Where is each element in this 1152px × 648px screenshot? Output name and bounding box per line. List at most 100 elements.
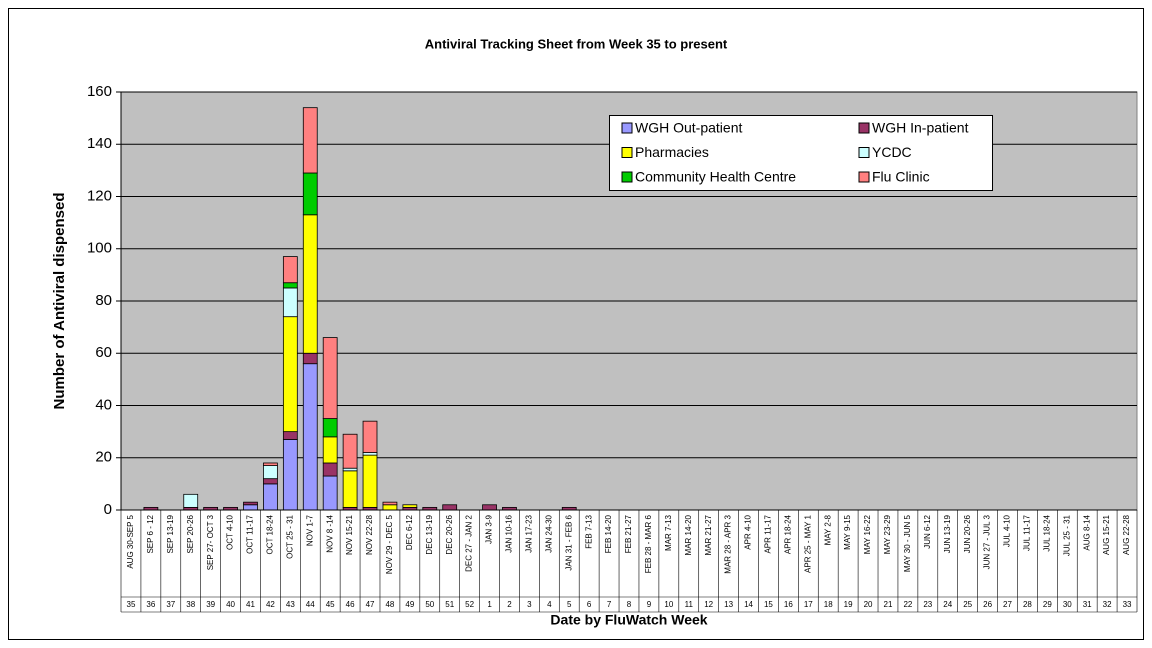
legend-label: Pharmacies bbox=[635, 144, 709, 160]
bar-segment bbox=[342, 470, 358, 508]
x-tick-label: NOV 22-28 bbox=[365, 514, 374, 555]
x-tick-label: MAR 21-27 bbox=[704, 514, 713, 555]
week-label: 9 bbox=[647, 600, 652, 609]
x-tick-label: JUN 6-12 bbox=[923, 514, 932, 548]
week-label: 23 bbox=[923, 600, 932, 609]
week-label: 4 bbox=[547, 600, 552, 609]
y-tick-label: 140 bbox=[87, 135, 112, 152]
x-tick-label: JUL 11-17 bbox=[1023, 514, 1032, 551]
x-tick-label: JUL 4-10 bbox=[1003, 514, 1012, 547]
x-tick-label: OCT 18-24 bbox=[266, 514, 275, 554]
week-label: 33 bbox=[1123, 600, 1132, 609]
bar-segment bbox=[282, 287, 298, 318]
bar-segment bbox=[282, 282, 298, 289]
chart-title: Antiviral Tracking Sheet from Week 35 to… bbox=[425, 36, 728, 51]
x-tick-label: JUL 25 - 31 bbox=[1062, 514, 1071, 556]
bar-segment bbox=[362, 420, 378, 453]
bar-segment bbox=[382, 504, 398, 511]
x-tick-label: DEC 6-12 bbox=[405, 514, 414, 550]
week-label: 30 bbox=[1063, 600, 1072, 609]
legend-swatch bbox=[621, 147, 633, 158]
x-tick-label: MAY 16-22 bbox=[863, 514, 872, 554]
week-label: 26 bbox=[983, 600, 992, 609]
y-tick-label: 120 bbox=[87, 187, 112, 204]
x-tick-label: SEP 13-19 bbox=[166, 514, 175, 553]
x-tick-label: SEP 20-26 bbox=[186, 514, 195, 553]
x-tick-label: NOV 15-21 bbox=[345, 514, 354, 555]
x-tick-label: OCT 11-17 bbox=[246, 514, 255, 553]
week-label: 19 bbox=[844, 600, 853, 609]
legend-swatch bbox=[858, 147, 870, 158]
week-label: 25 bbox=[963, 600, 972, 609]
week-label: 5 bbox=[567, 600, 572, 609]
x-tick-label: MAY 23-29 bbox=[883, 514, 892, 554]
week-label: 7 bbox=[607, 600, 612, 609]
x-tick-label: NOV 29 - DEC 5 bbox=[385, 514, 394, 574]
bar-segment bbox=[382, 501, 398, 506]
x-tick-label: APR 18-24 bbox=[783, 514, 792, 554]
x-tick-label: AUG 8-14 bbox=[1082, 514, 1091, 550]
x-tick-label: MAR 7-13 bbox=[664, 514, 673, 551]
week-label: 12 bbox=[704, 600, 713, 609]
y-tick-label: 40 bbox=[95, 396, 112, 413]
x-tick-label: AUG 15-21 bbox=[1102, 514, 1111, 555]
x-tick-label: FEB 21-27 bbox=[624, 514, 633, 553]
x-tick-label: JUL 18-24 bbox=[1042, 514, 1051, 551]
legend-label: WGH Out-patient bbox=[635, 120, 742, 136]
x-tick-label: NOV 1-7 bbox=[305, 514, 314, 546]
week-label: 43 bbox=[286, 600, 295, 609]
legend-swatch bbox=[621, 171, 633, 183]
week-label: 41 bbox=[246, 600, 255, 609]
week-label: 36 bbox=[146, 600, 155, 609]
bar-segment bbox=[302, 352, 318, 365]
week-label: 37 bbox=[166, 600, 175, 609]
week-label: 42 bbox=[266, 600, 275, 609]
x-tick-label: JUN 27 - JUL 3 bbox=[983, 514, 992, 569]
bar-segment bbox=[322, 418, 338, 438]
bar-segment bbox=[243, 501, 258, 506]
week-label: 45 bbox=[326, 600, 335, 609]
bar-segment bbox=[362, 454, 378, 508]
week-label: 8 bbox=[627, 600, 632, 609]
week-label: 35 bbox=[127, 600, 136, 609]
bar-segment bbox=[322, 436, 338, 464]
x-tick-label: APR 4-10 bbox=[744, 514, 753, 549]
week-label: 11 bbox=[685, 600, 694, 609]
week-label: 44 bbox=[306, 600, 315, 609]
x-tick-label: MAR 14-20 bbox=[684, 514, 693, 555]
week-label: 40 bbox=[226, 600, 235, 609]
week-label: 15 bbox=[764, 600, 773, 609]
x-tick-label: SEP 27- OCT 3 bbox=[206, 514, 215, 570]
bar-segment bbox=[263, 465, 278, 480]
week-label: 22 bbox=[903, 600, 912, 609]
week-label: 49 bbox=[405, 600, 414, 609]
legend bbox=[609, 115, 993, 191]
x-axis-title: Date by FluWatch Week bbox=[550, 612, 707, 628]
x-tick-label: MAY 9-15 bbox=[843, 514, 852, 549]
week-label: 29 bbox=[1043, 600, 1052, 609]
x-tick-label: MAY 30 - JUN 5 bbox=[903, 514, 912, 572]
week-label: 27 bbox=[1003, 600, 1012, 609]
y-tick-label: 20 bbox=[95, 449, 112, 466]
x-tick-label: JUN 20-26 bbox=[963, 514, 972, 553]
bar-segment bbox=[442, 504, 458, 511]
bar-segment bbox=[402, 504, 418, 508]
y-axis-title: Number of Antiviral dispensed bbox=[51, 193, 68, 410]
x-tick-label: JAN 31 - FEB 6 bbox=[564, 514, 573, 570]
bar-segment bbox=[322, 337, 338, 419]
x-tick-label: FEB 7-13 bbox=[584, 514, 593, 548]
bar-segment bbox=[183, 493, 199, 508]
bar-segment bbox=[282, 439, 298, 511]
legend-label: Flu Clinic bbox=[872, 169, 930, 185]
x-tick-label: JUN 13-19 bbox=[943, 514, 952, 553]
x-tick-label: MAR 28 - APR 3 bbox=[724, 514, 733, 573]
bar-segment bbox=[282, 316, 298, 433]
x-tick-label: JAN 17-23 bbox=[525, 514, 534, 552]
bar-segment bbox=[302, 214, 318, 354]
week-label: 50 bbox=[425, 600, 434, 609]
x-tick-label: OCT 25 - 31 bbox=[285, 514, 294, 558]
x-tick-label: APR 25 - MAY 1 bbox=[803, 514, 812, 573]
week-label: 14 bbox=[744, 600, 753, 609]
bar-segment bbox=[482, 504, 497, 511]
